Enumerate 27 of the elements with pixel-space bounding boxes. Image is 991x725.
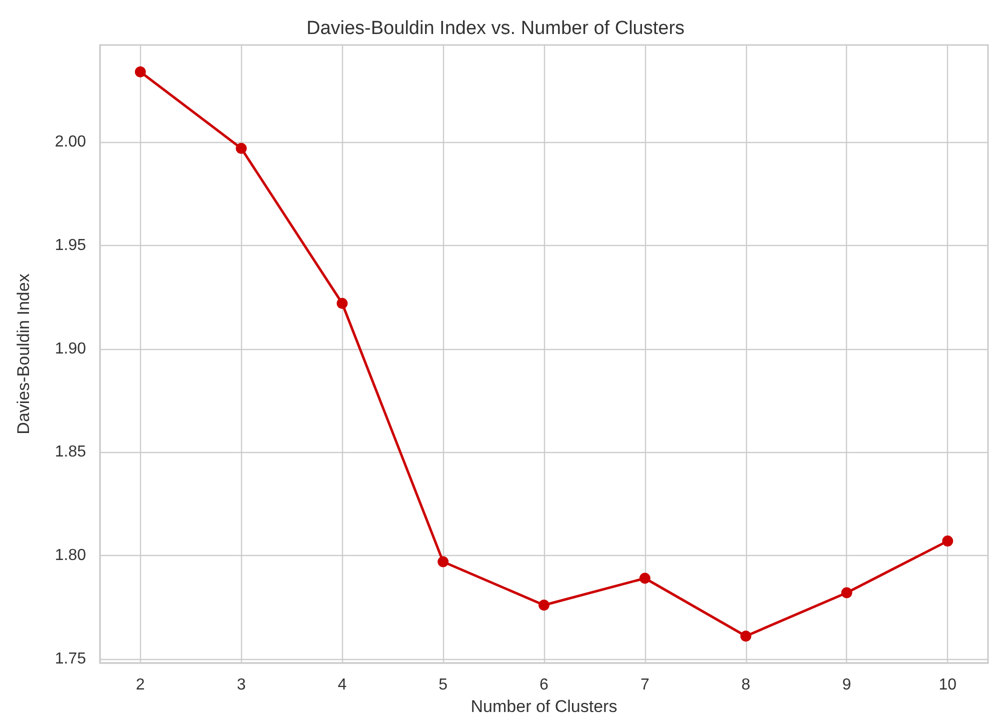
x-tick-label: 3 <box>236 676 246 694</box>
y-tick-label: 1.80 <box>54 547 86 564</box>
y-tick-label: 2.00 <box>54 134 86 151</box>
y-axis-title: Davies-Bouldin Index <box>14 273 33 434</box>
x-tick-label: 6 <box>540 676 549 694</box>
y-tick-label: 1.90 <box>54 340 86 358</box>
point <box>942 536 954 547</box>
x-tick-label: 10 <box>938 676 957 694</box>
point <box>134 66 146 78</box>
x-tick-label: 2 <box>136 676 145 694</box>
x-tick-label: 5 <box>438 676 448 694</box>
point <box>740 630 752 642</box>
y-tick-label: 1.95 <box>54 236 86 254</box>
x-tick-label: 7 <box>640 676 650 694</box>
point <box>336 298 348 309</box>
point <box>841 587 852 598</box>
point <box>438 556 449 568</box>
point <box>538 600 550 611</box>
x-tick-label: 8 <box>741 676 750 694</box>
x-tick-label: 9 <box>842 676 852 694</box>
point <box>236 142 247 154</box>
x-tick-label: 4 <box>338 676 347 694</box>
x-axis-title: Number of Clusters <box>470 696 618 716</box>
point <box>639 572 650 584</box>
chart-title: Davies-Bouldin Index vs. Number of Clusters <box>306 18 685 39</box>
y-tick-label: 1.85 <box>54 444 86 461</box>
y-tick-label: 1.75 <box>54 650 86 668</box>
